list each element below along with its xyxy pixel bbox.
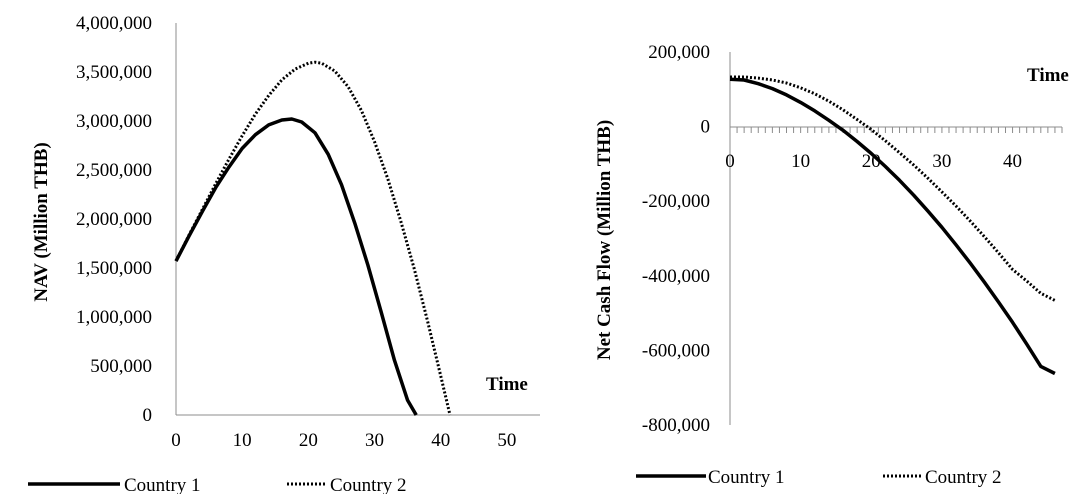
ncf-x-minor-ticks xyxy=(729,127,1063,133)
ncf-y-tick-label: -800,000 xyxy=(642,415,710,436)
nav-y-tick-label: 1,500,000 xyxy=(76,258,152,279)
ncf-legend-label-country-2: Country 2 xyxy=(925,467,1002,488)
ncf-legend-label-country-1: Country 1 xyxy=(708,467,785,488)
nav-series-line-2 xyxy=(174,60,452,416)
nav-y-tick-label: 3,500,000 xyxy=(76,62,152,83)
ncf-series xyxy=(729,75,1056,376)
ncf-series-line-2 xyxy=(730,75,1056,302)
ncf-x-tick-label: 30 xyxy=(932,151,951,172)
nav-chart: 0 500,000 1,000,000 1,500,000 2,000,000 2,500… xyxy=(28,13,540,494)
ncf-x-tick-label: 40 xyxy=(1003,151,1022,172)
nav-y-tick-label: 4,000,000 xyxy=(76,13,152,34)
nav-series xyxy=(174,60,452,416)
nav-x-tick-label: 0 xyxy=(171,430,181,451)
nav-y-tick-label: 1,000,000 xyxy=(76,307,152,328)
ncf-x-tick-label: 0 xyxy=(725,151,735,172)
nav-y-tick-label: 2,500,000 xyxy=(76,160,152,181)
nav-y-tick-label: 500,000 xyxy=(90,356,152,377)
ncf-x-tick-labels: 0 10 20 30 40 xyxy=(725,151,1022,172)
ncf-legend: Country 1 Country 2 xyxy=(636,467,1002,488)
nav-x-tick-label: 10 xyxy=(233,430,252,451)
nav-legend: Country 1 Country 2 xyxy=(28,475,407,494)
nav-x-axis-title: Time xyxy=(486,374,528,395)
nav-x-tick-label: 50 xyxy=(497,430,516,451)
nav-legend-label-country-1: Country 1 xyxy=(124,475,201,494)
nav-x-tick-label: 20 xyxy=(299,430,318,451)
ncf-y-tick-label: -600,000 xyxy=(642,340,710,361)
nav-y-tick-labels: 0 500,000 1,000,000 1,500,000 2,000,000 2,500… xyxy=(76,13,152,426)
nav-legend-label-country-2: Country 2 xyxy=(330,475,407,494)
nav-series-line-1 xyxy=(174,117,418,416)
ncf-y-tick-label: 0 xyxy=(701,117,711,138)
nav-y-tick-label: 3,000,000 xyxy=(76,111,152,132)
ncf-series-line-1 xyxy=(729,77,1056,376)
nav-y-tick-label: 2,000,000 xyxy=(76,209,152,230)
ncf-y-axis-title: Net Cash Flow (Million THB) xyxy=(594,120,615,360)
ncf-x-tick-label: 10 xyxy=(791,151,810,172)
nav-y-axis-title: NAV (Million THB) xyxy=(31,142,52,301)
nav-y-tick-label: 0 xyxy=(143,405,153,426)
nav-x-tick-label: 30 xyxy=(365,430,384,451)
ncf-y-tick-label: 200,000 xyxy=(648,42,710,63)
nav-x-tick-label: 40 xyxy=(431,430,450,451)
ncf-x-axis-title: Time xyxy=(1027,65,1069,86)
nav-x-tick-labels: 0 10 20 30 40 50 xyxy=(171,430,516,451)
ncf-y-tick-label: -200,000 xyxy=(642,191,710,212)
ncf-y-tick-labels: -800,000 -600,000 -400,000 -200,000 0 200,000 xyxy=(642,42,710,436)
net-cash-flow-chart: -800,000 -600,000 -400,000 -200,000 0 200,000… xyxy=(594,42,1069,488)
ncf-y-tick-label: -400,000 xyxy=(642,266,710,287)
